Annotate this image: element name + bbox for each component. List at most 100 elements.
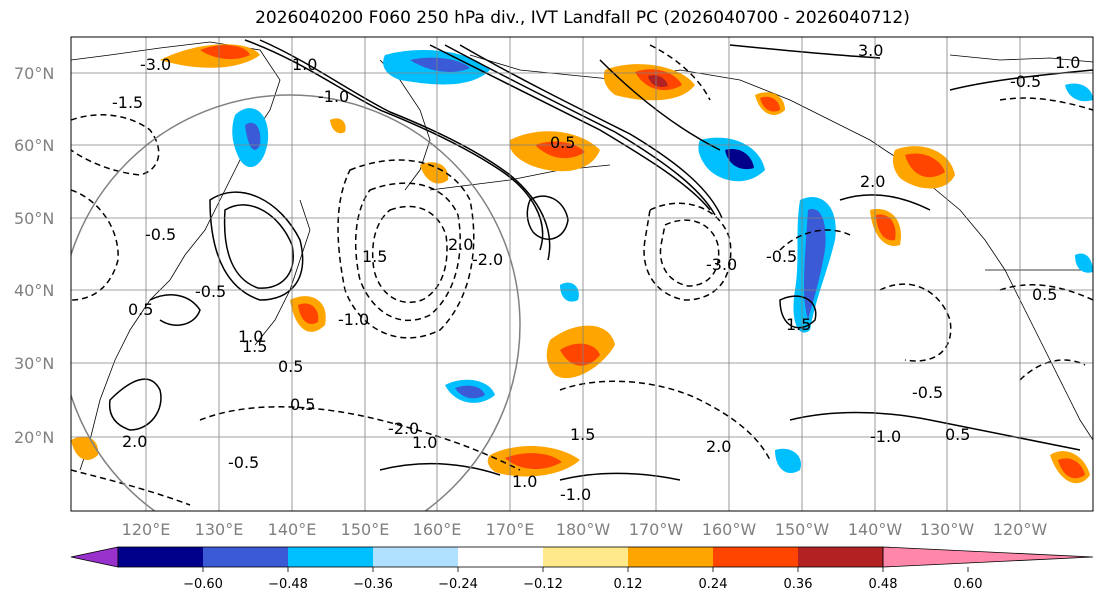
contour-solid-5 [459, 44, 723, 219]
colorbar-tick-label: −0.36 [353, 577, 393, 592]
contour-dashed-9 [559, 380, 771, 461]
lon-label: 120°W [993, 520, 1048, 539]
colorbar-ticks [202, 567, 969, 572]
colorbar-tick-label: 0.60 [954, 577, 983, 592]
contour-solid-4 [444, 44, 716, 216]
colorbar-tick-label: −0.24 [438, 577, 478, 592]
longitude-labels: 120°E 130°E 140°E 150°E 160°E 170°E 180°… [122, 520, 1048, 539]
contour-label: 3.0 [858, 41, 883, 60]
contour-dashed-14 [649, 44, 711, 101]
contour-solid-8 [526, 195, 569, 240]
contour-label: 0.5 [550, 133, 575, 152]
contour-label: -0.5 [145, 225, 176, 244]
contour-label: 1.5 [786, 315, 811, 334]
colorbar-tick-label: 0.24 [699, 577, 728, 592]
shade-blue-9 [560, 282, 579, 302]
lon-label: 160°W [702, 520, 757, 539]
contour-label: -3.0 [706, 255, 737, 274]
coastline-asia [71, 41, 281, 471]
contour-label: 2.0 [448, 235, 473, 254]
contour-dashed-12 [999, 284, 1093, 301]
contour-solid-13 [729, 44, 881, 59]
contour-dashed-3 [371, 205, 448, 304]
contour-solid-7 [223, 204, 294, 289]
colorbar-segment [203, 547, 288, 567]
shade-red-1 [200, 45, 250, 60]
contour-label: 1.5 [362, 247, 387, 266]
contour-label: 1.5 [242, 337, 267, 356]
contour-label: 1.0 [292, 55, 317, 74]
colorbar-tick-label: −0.60 [183, 577, 223, 592]
map-frame [70, 36, 1094, 512]
contour-label: -0.5 [228, 453, 259, 472]
contour-solid-12 [949, 69, 1093, 91]
contour-label: 1.5 [570, 425, 595, 444]
contour-dashed-8 [199, 406, 521, 471]
lat-label: 40°N [14, 281, 54, 300]
lon-label: 130°E [195, 520, 244, 539]
contour-label: 1.0 [238, 327, 263, 346]
contour-solid-3 [429, 44, 711, 211]
lon-label: 150°W [775, 520, 830, 539]
contour-label: 0.5 [290, 395, 315, 414]
contour-solid-14 [599, 59, 721, 151]
lon-label: 170°E [486, 520, 535, 539]
contour-dashed-4 [643, 202, 732, 301]
contour-label: 0.5 [128, 300, 153, 319]
contour-solid-15 [839, 194, 931, 211]
contour-dashed-15 [779, 229, 851, 251]
shade-red-8 [560, 343, 600, 366]
shade-darkred-3 [648, 75, 668, 87]
contour-dashed-7 [71, 189, 119, 301]
colorbar-extend-max [882, 546, 1094, 568]
shade-blue-8 [1075, 253, 1093, 273]
colorbar-tick-label: 0.12 [614, 577, 643, 592]
lon-label: 150°E [341, 520, 390, 539]
shade-red-9 [505, 453, 562, 470]
contour-dashed-5 [659, 219, 720, 287]
contour-label: -2.0 [472, 250, 503, 269]
contour-label: -0.5 [912, 383, 943, 402]
shade-red-6 [876, 214, 896, 241]
colorbar-segment [713, 547, 798, 567]
lat-label: 30°N [14, 354, 54, 373]
contour-dashed-2 [354, 182, 461, 322]
contour-label: 2.0 [706, 437, 731, 456]
colorbar-extend-min [70, 546, 119, 568]
contour-label: 1.0 [1055, 53, 1080, 72]
lat-label: 20°N [14, 428, 54, 447]
shade-darkblue-3 [725, 149, 754, 170]
shade-blue-7 [1065, 83, 1093, 102]
contour-label: -0.5 [766, 247, 797, 266]
range-circle [71, 94, 521, 511]
colorbar: −0.60 −0.48 −0.36 −0.24 −0.12 0.12 0.24 … [70, 546, 1094, 592]
contour-dashed-1 [337, 159, 475, 339]
shade-red-5 [905, 153, 945, 178]
contour-label: -1.0 [338, 310, 369, 329]
contour-solid-17 [379, 462, 501, 476]
shade-blue-6 [775, 448, 801, 474]
lon-label: 170°W [629, 520, 684, 539]
latitude-labels: 70°N 60°N 50°N 40°N 30°N 20°N [14, 64, 54, 447]
shade-red-4 [760, 96, 780, 112]
colorbar-segment [628, 547, 713, 567]
contour-label: 0.5 [278, 357, 303, 376]
colorbar-segment [373, 547, 458, 567]
shade-darkblue-5 [455, 385, 485, 399]
colorbar-segment [798, 547, 883, 567]
lon-label: 140°E [268, 520, 317, 539]
contour-solid-2 [259, 39, 551, 261]
contour-label: -1.5 [112, 93, 143, 112]
contour-label: -2.0 [388, 419, 419, 438]
contour-solid-10 [789, 411, 1081, 451]
colorbar-frame [117, 546, 884, 568]
contour-dashed-6 [71, 114, 160, 176]
contour-dashed-11 [999, 97, 1093, 111]
lon-label: 120°E [122, 520, 171, 539]
contour-label: -1.0 [870, 427, 901, 446]
figure-title: 2026040200 F060 250 hPa div., IVT Landfa… [255, 8, 910, 28]
lon-label: 140°W [848, 520, 903, 539]
contour-label: -0.5 [1010, 72, 1041, 91]
shade-red-2 [535, 141, 585, 159]
